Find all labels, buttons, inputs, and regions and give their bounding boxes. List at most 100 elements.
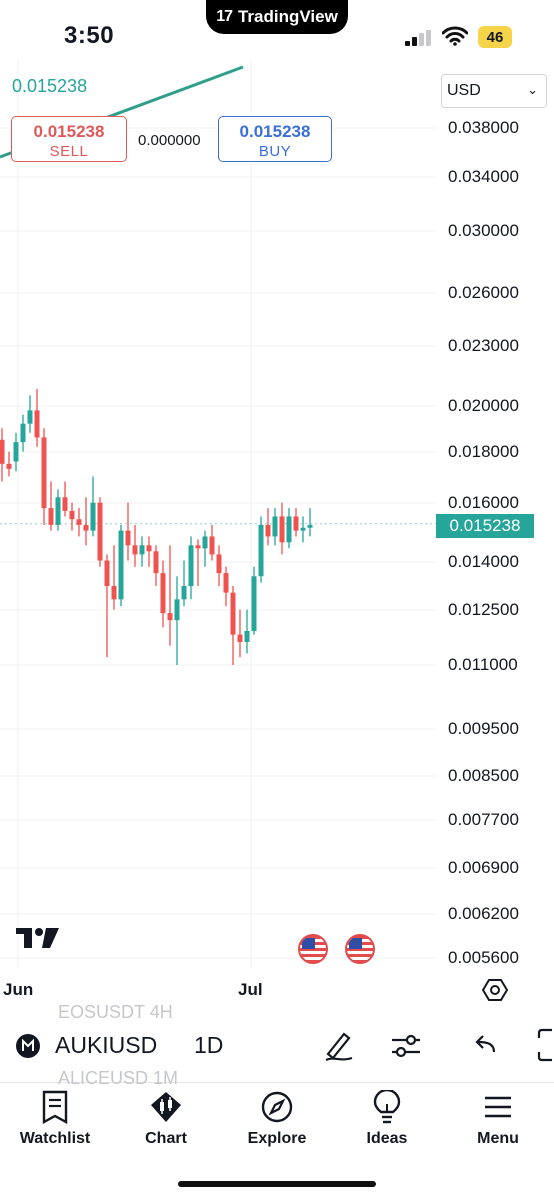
price-axis-label: 0.009500 (448, 719, 519, 738)
candle-body (244, 630, 250, 642)
date-label-jul: Jul (238, 980, 263, 999)
candle-body (27, 410, 33, 424)
nav-ideas-label: Ideas (366, 1130, 408, 1147)
candle-body (265, 524, 271, 537)
price-axis-label: 0.006900 (448, 858, 519, 877)
candle-body (174, 599, 180, 621)
tradingview-watermark-icon (16, 928, 59, 948)
candle-body (41, 437, 47, 509)
nav-chart[interactable]: Chart (116, 1090, 216, 1148)
candle-body (118, 530, 124, 600)
candle-body (251, 576, 257, 631)
buy-price: 0.015238 (239, 122, 311, 141)
price-axis-label: 0.011000 (448, 655, 518, 674)
tradingview-logo-icon: 17 (216, 8, 233, 25)
nav-watchlist-label: Watchlist (19, 1130, 91, 1147)
candle-body (62, 497, 68, 511)
candle-body (55, 497, 61, 525)
price-axis-label: 0.012500 (448, 600, 519, 619)
nav-menu-label: Menu (477, 1130, 519, 1147)
nav-ideas[interactable]: Ideas (337, 1090, 437, 1148)
symbol-toolbar (0, 1010, 554, 1083)
status-time: 3:50 (64, 22, 115, 49)
app-name: TradingView (237, 7, 338, 26)
hamburger-menu-icon (485, 1096, 511, 1118)
interval-selector[interactable]: 1D (194, 1032, 224, 1058)
candle-body (202, 536, 208, 549)
candle-body (223, 573, 229, 593)
buy-button[interactable]: 0.015238 BUY (218, 116, 332, 162)
price-axis-label: 0.030000 (448, 221, 519, 240)
spread-value: 0.000000 (138, 132, 201, 149)
us-flag-event-icon[interactable] (298, 934, 328, 964)
candle-body (300, 527, 306, 531)
candle-body (286, 516, 292, 543)
cellular-signal-icon (405, 30, 431, 46)
symbol-logo-icon (16, 1034, 40, 1058)
price-axis-label: 0.034000 (448, 167, 519, 186)
candle-body (258, 524, 264, 577)
candle-body (188, 545, 194, 587)
candle-body (97, 502, 103, 561)
candle-body (132, 545, 138, 555)
candle-body (307, 524, 313, 528)
trendline-price-label: 0.015238 (12, 76, 88, 96)
price-axis-label: 0.005600 (448, 948, 519, 967)
undo-icon[interactable] (472, 1032, 498, 1058)
currency-select[interactable]: USD ⌄ (441, 74, 547, 108)
candle-body (216, 554, 222, 574)
chart-icon (151, 1092, 181, 1122)
symbol-name[interactable]: AUKIUSD (55, 1032, 158, 1058)
home-indicator (178, 1181, 376, 1187)
candle-body (293, 516, 299, 531)
nav-explore-label: Explore (247, 1130, 307, 1147)
candle-body (90, 502, 96, 531)
fullscreen-icon[interactable] (536, 1028, 554, 1062)
candle-body (76, 519, 82, 525)
candle-body (69, 510, 75, 520)
candle-body (0, 439, 5, 464)
battery-indicator: 46 (478, 26, 512, 48)
candle-body (20, 423, 26, 443)
price-axis-label: 0.016000 (448, 493, 519, 512)
symbol-picker-ghost-above[interactable]: EOSUSDT 4H (58, 1002, 173, 1022)
drawing-tools-icon[interactable] (322, 1028, 356, 1062)
candle-body (153, 551, 159, 574)
sell-button[interactable]: 0.015238 SELL (11, 116, 127, 162)
nav-watchlist[interactable]: Watchlist (5, 1090, 105, 1148)
candle-body (279, 516, 285, 543)
us-flag-event-icon[interactable] (345, 934, 375, 964)
candle-body (167, 613, 173, 621)
candle-body (181, 586, 187, 600)
symbol-picker-ghost-below[interactable]: ALICEUSD 1M (58, 1068, 179, 1088)
nav-menu[interactable]: Menu (448, 1090, 548, 1148)
indicators-icon[interactable] (390, 1030, 422, 1060)
date-label-jun: Jun (3, 980, 34, 999)
sell-price: 0.015238 (33, 122, 105, 141)
compass-icon (261, 1091, 293, 1123)
price-axis-label: 0.006200 (448, 904, 519, 923)
chart-settings-icon[interactable] (482, 978, 508, 1002)
price-axis-label: 0.023000 (448, 336, 519, 355)
candle-body (237, 634, 243, 642)
candle-body (34, 410, 40, 438)
candle-body (125, 530, 131, 546)
price-axis-label: 0.020000 (448, 396, 519, 415)
candle-body (104, 560, 110, 587)
candle-body (272, 516, 278, 537)
candle-body (209, 536, 215, 555)
candle-body (111, 586, 117, 600)
price-axis-label: 0.038000 (448, 118, 519, 137)
nav-explore[interactable]: Explore (227, 1090, 327, 1148)
candle-body (146, 545, 152, 552)
chevron-down-icon: ⌄ (527, 82, 538, 97)
wifi-icon (442, 26, 468, 46)
watchlist-icon (42, 1090, 68, 1124)
candle-body (83, 524, 89, 531)
candle-body (48, 508, 54, 525)
candle-body (13, 442, 19, 462)
price-axis-label: 0.008500 (448, 766, 519, 785)
currency-value: USD (447, 82, 481, 99)
price-axis-label: 0.026000 (448, 283, 519, 302)
price-axis-label: 0.014000 (448, 552, 519, 571)
